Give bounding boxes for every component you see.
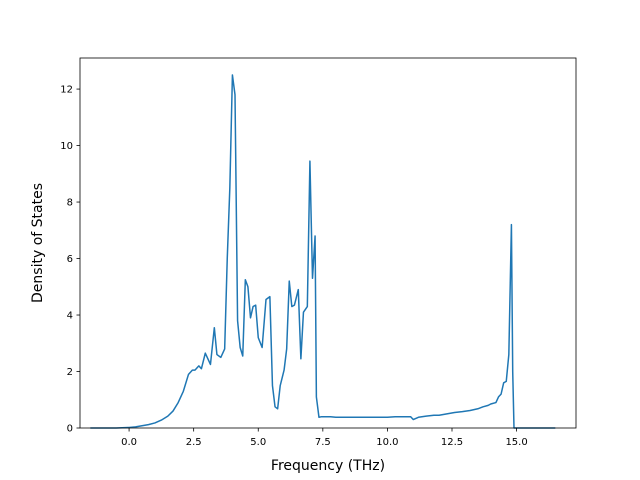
y-tick-label: 0 [67, 424, 73, 435]
y-tick-label: 10 [60, 141, 73, 152]
plot-frame [79, 57, 577, 429]
y-tick-label: 8 [67, 198, 73, 209]
x-tick-label: 12.5 [441, 437, 463, 448]
dos-series-line [90, 74, 556, 429]
y-tick-label: 6 [67, 254, 73, 265]
y-axis-title: Density of States [30, 183, 46, 303]
x-tick-label: 10.0 [376, 437, 398, 448]
x-tick-label: 0.0 [121, 437, 137, 448]
x-axis-title: Frequency (THz) [271, 458, 385, 474]
y-axis: 0 2 4 6 8 10 12 [60, 85, 80, 435]
y-tick-label: 12 [60, 85, 73, 96]
x-tick-label: 7.5 [315, 437, 331, 448]
series-layer [90, 74, 556, 429]
y-tick-label: 4 [67, 311, 73, 322]
x-tick-label: 2.5 [186, 437, 202, 448]
x-tick-label: 15.0 [505, 437, 527, 448]
x-axis: 0.0 2.5 5.0 7.5 10.0 12.5 15.0 [121, 428, 528, 448]
plot-area [80, 58, 576, 428]
y-tick-label: 2 [67, 367, 73, 378]
x-tick-label: 5.0 [250, 437, 266, 448]
